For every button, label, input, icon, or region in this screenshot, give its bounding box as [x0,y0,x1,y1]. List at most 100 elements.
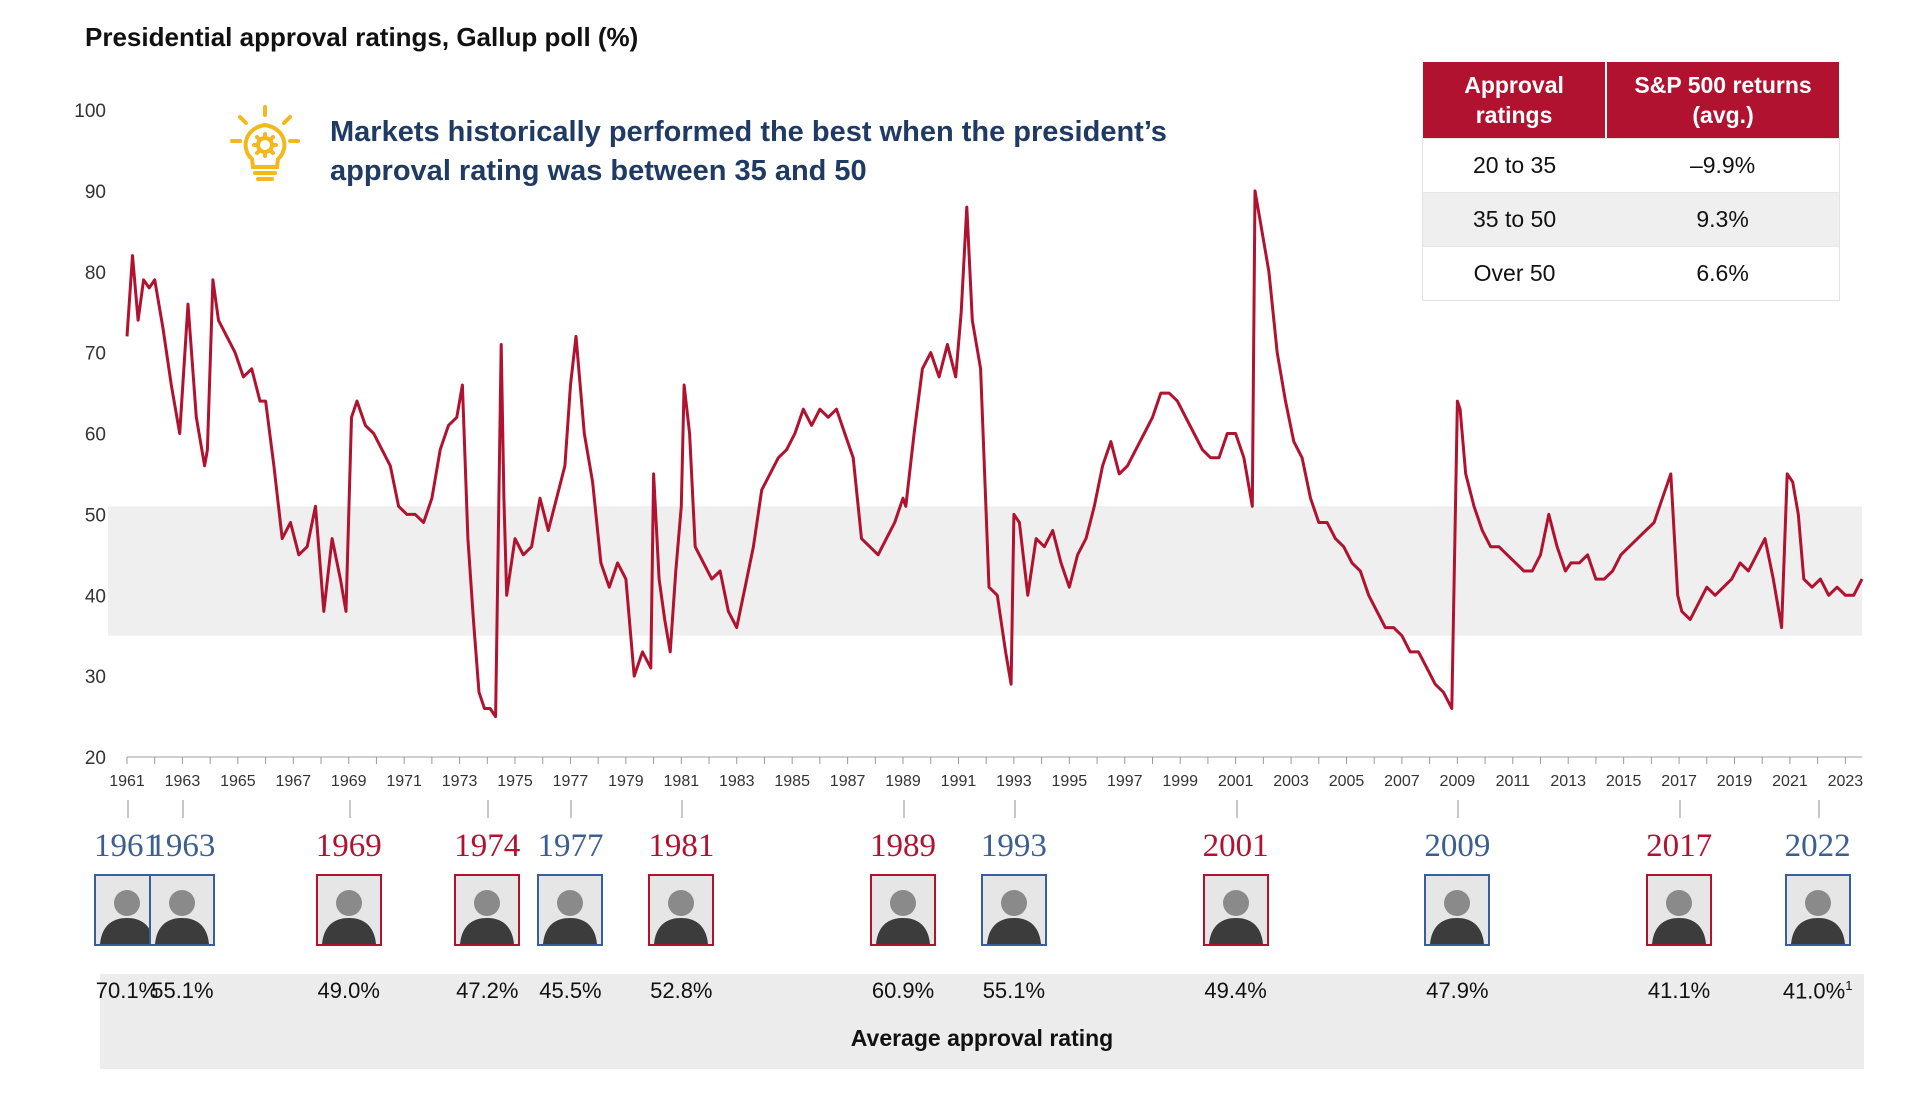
president-year: 1961 [94,828,160,864]
x-tick-label: 1961 [109,773,145,790]
highlight-band [108,506,1862,636]
x-tick-label: 2023 [1828,773,1864,790]
president-portrait [537,874,604,946]
x-tick-label: 1977 [553,773,589,790]
average-rating-value: 70.1% [95,978,159,1003]
president-portrait [870,874,937,946]
president-year: 2022 [1784,828,1851,864]
x-tick-label: 1975 [497,773,533,790]
y-tick-label: 30 [85,667,106,688]
x-tick-label: 1987 [830,773,866,790]
table-cell: –9.9% [1606,138,1839,193]
president-year: 1969 [315,828,382,864]
x-tick-label: 1965 [220,773,256,790]
president-connector [570,800,573,818]
president-connector [487,800,490,818]
footnote-marker: 1 [1845,978,1853,993]
x-tick-label: 2019 [1717,773,1753,790]
average-rating-band [100,974,1864,1069]
x-tick-label: 1985 [774,773,810,790]
average-rating-value: 49.4% [1204,978,1267,1003]
president-portrait [1202,874,1269,946]
president-portrait [454,874,521,946]
president-portrait [1784,874,1851,946]
y-tick-label: 50 [85,505,106,526]
table-row: 35 to 50 9.3% [1423,192,1839,247]
president-year: 1977 [537,828,604,864]
president-connector [182,800,185,818]
y-tick-label: 40 [85,586,106,607]
table-header-returns: S&P 500 returns (avg.) [1606,62,1839,139]
x-tick-label: 1971 [386,773,422,790]
x-tick-label: 1989 [885,773,921,790]
president-connector [1457,800,1460,818]
x-tick-label: 1969 [331,773,367,790]
x-tick-label: 1983 [719,773,755,790]
president-year: 1974 [454,828,521,864]
president-portrait [149,874,216,946]
president-portrait [1646,874,1713,946]
x-tick-label: 1997 [1107,773,1143,790]
president-year: 1981 [648,828,715,864]
x-tick-label: 2009 [1440,773,1476,790]
approval-line-chart: 20 30 40 50 60 70 80 90 100 1961 1963 1965 1967 1969 1… [74,101,1864,790]
x-tick-label: 2011 [1496,773,1531,790]
president-connector [1817,800,1820,818]
average-rating-value: 47.9% [1426,978,1489,1003]
table-header-row: Approval ratings S&P 500 returns (avg.) [1423,62,1839,139]
table-cell: 20 to 35 [1423,138,1607,193]
returns-table: Approval ratings S&P 500 returns (avg.) … [1422,62,1840,301]
president-connector [348,800,351,818]
approval-series-line [125,189,1864,719]
x-tick-label: 1999 [1162,773,1198,790]
president-year: 2001 [1202,828,1269,864]
president-connector [1013,800,1016,818]
table-row: 20 to 35 –9.9% [1423,138,1839,193]
average-rating-value: 55.1% [982,978,1046,1003]
president-year: 1989 [870,828,937,864]
x-tick-label: 2015 [1606,773,1642,790]
president-year: 1963 [149,828,216,864]
y-tick-label: 20 [85,748,106,769]
x-tick-label: 2001 [1218,773,1254,790]
table-cell: 9.3% [1606,192,1839,247]
president-connector [1679,800,1682,818]
table-row: Over 50 6.6% [1423,246,1839,300]
lightbulb-icon [230,105,300,194]
y-tick-label: 90 [85,182,106,203]
president-connector [127,800,129,818]
x-tick-label: 2003 [1273,773,1309,790]
average-rating-value: 52.8% [650,978,713,1003]
president-connector [1235,800,1238,818]
table-cell: Over 50 [1423,246,1607,300]
table-cell: 6.6% [1606,246,1839,300]
president-connector [681,800,684,818]
x-tick-label: 2013 [1550,773,1586,790]
x-tick-label: 1963 [165,773,201,790]
x-tick-label: 1991 [941,773,977,790]
average-rating-value: 47.2% [456,978,519,1003]
x-tick-label: 1993 [996,773,1032,790]
y-tick-label: 70 [85,344,106,365]
x-tick-label: 1995 [1052,773,1088,790]
table-cell: 35 to 50 [1423,192,1607,247]
average-rating-value: 55.1% [151,978,214,1003]
president-portrait [980,874,1047,946]
table-header-approval: Approval ratings [1423,62,1608,139]
average-rating-value: 60.9% [871,978,935,1003]
average-rating-value: 49.0% [317,978,380,1003]
average-rating-value: 41.1% [1647,978,1711,1003]
x-tick-label: 2017 [1661,773,1697,790]
x-tick-label: 1979 [608,773,644,790]
insight-line-1: Markets historically performed the best … [330,116,1167,148]
y-tick-label: 80 [85,263,106,284]
x-tick-label: 2005 [1329,773,1365,790]
average-rating-value: 45.5% [539,978,602,1003]
insight-line-2: approval rating was between 35 and 50 [330,155,867,187]
x-tick-label: 1967 [275,773,311,790]
chart-title: Presidential approval ratings, Gallup po… [85,22,639,52]
president-year: 1993 [980,828,1047,864]
president-year: 2017 [1646,828,1713,864]
average-rating-value: 41.0%1 [1782,978,1853,1004]
president-portrait [648,874,715,946]
